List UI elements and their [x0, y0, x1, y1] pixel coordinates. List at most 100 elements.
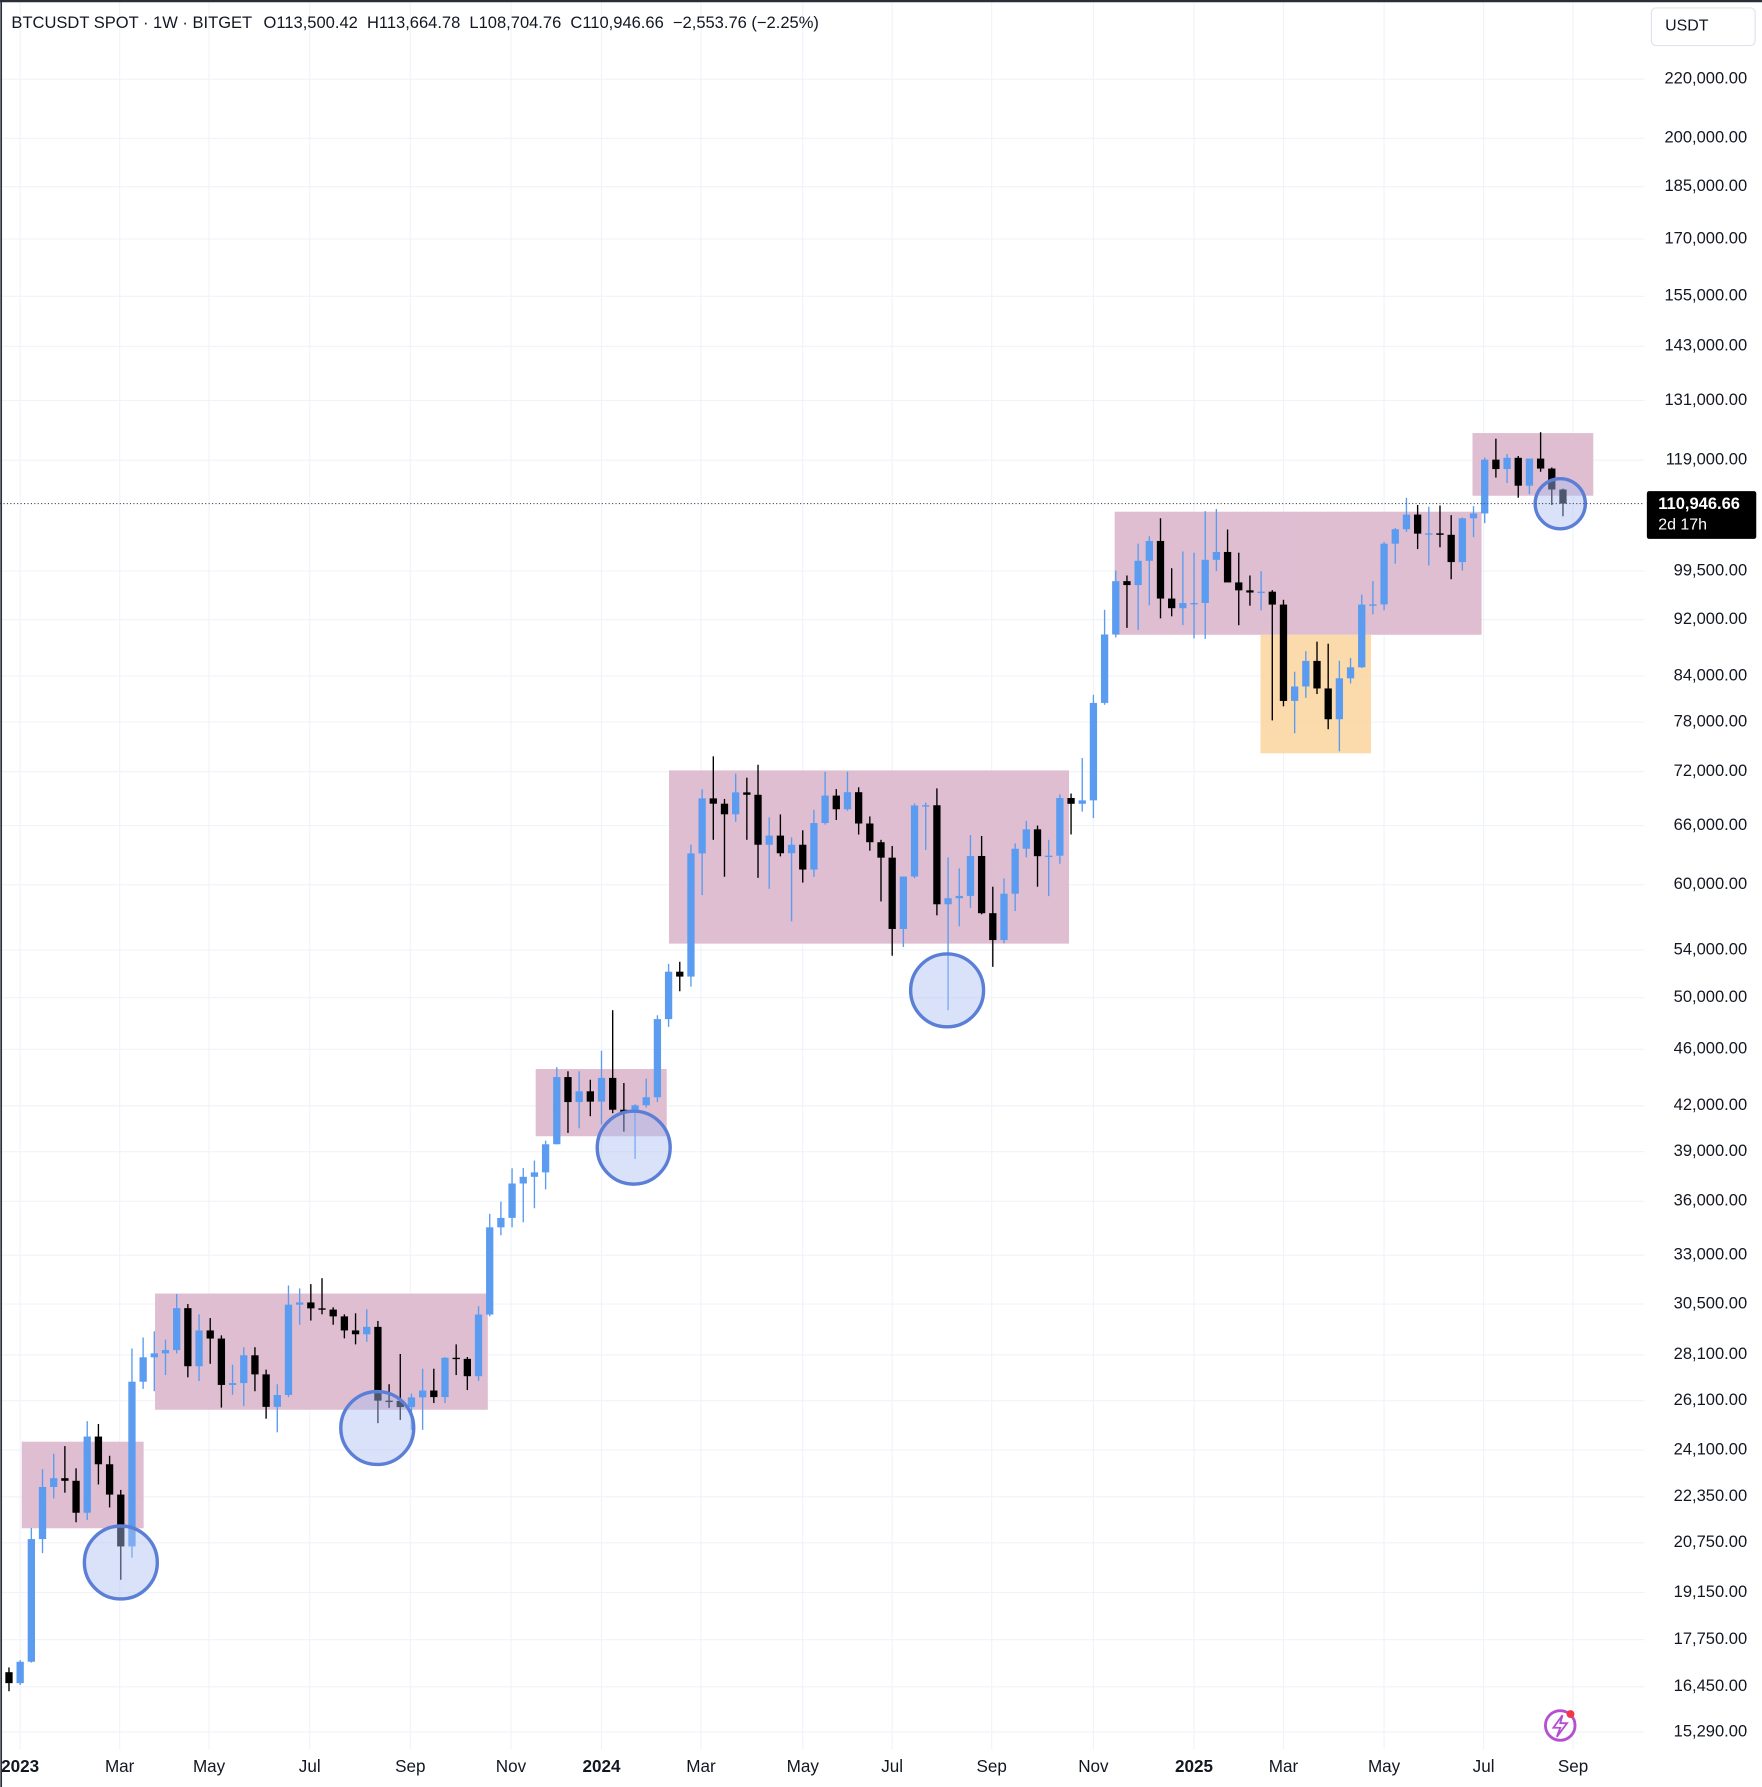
candle-body [743, 792, 751, 795]
candle-body [1011, 848, 1019, 894]
y-tick-label: 66,000.00 [1674, 815, 1747, 834]
y-tick-label: 50,000.00 [1674, 987, 1747, 1006]
candle-body [877, 842, 885, 858]
candle-body [139, 1357, 147, 1382]
candle-body [1425, 533, 1433, 535]
candle-body [653, 1019, 662, 1098]
candle-body [1324, 688, 1332, 720]
x-tick-label: Nov [496, 1757, 527, 1776]
candle-body [1335, 678, 1344, 720]
icon-ring[interactable] [1544, 1709, 1577, 1742]
candle-body [1525, 458, 1534, 486]
candle-body [318, 1308, 326, 1310]
candle-body [50, 1478, 58, 1487]
candle-body [854, 792, 863, 824]
highlight-circle [82, 1524, 160, 1601]
x-tick-label: Sep [1558, 1757, 1588, 1776]
candle-body [61, 1478, 69, 1481]
candle-body [284, 1304, 293, 1395]
candle-body [1201, 559, 1209, 603]
y-tick-label: 131,000.00 [1664, 390, 1747, 409]
candle-body [128, 1381, 136, 1547]
x-tick-label: May [1368, 1757, 1401, 1776]
candle-body [363, 1326, 371, 1335]
candle-body [1503, 457, 1511, 470]
currency-box[interactable] [1650, 7, 1756, 47]
candle-body [1056, 798, 1064, 856]
candle-body [262, 1374, 270, 1407]
candle-body [821, 795, 829, 824]
candle-body [1112, 581, 1120, 635]
candle-body [94, 1436, 103, 1465]
candle-body [642, 1097, 650, 1106]
candle-body [418, 1390, 427, 1398]
y-tick-label: 16,450.00 [1674, 1676, 1747, 1695]
candle-body [1447, 534, 1455, 563]
candle-body [1078, 800, 1086, 804]
candle-body [832, 795, 840, 810]
y-tick-label: 33,000.00 [1674, 1245, 1747, 1264]
candle-body [1380, 543, 1388, 605]
icon-bolt[interactable] [1551, 1714, 1569, 1738]
candle-body [1145, 540, 1153, 561]
candle-body [1391, 529, 1399, 544]
range-box [669, 770, 1070, 944]
candle-body [1235, 582, 1243, 591]
y-tick-label: 20,750.00 [1674, 1532, 1747, 1551]
last-price-box [1646, 491, 1757, 539]
candle-body [989, 913, 997, 941]
y-tick-label: 99,500.00 [1674, 560, 1747, 579]
candle-body [251, 1355, 259, 1375]
y-tick-label: 200,000.00 [1664, 128, 1747, 147]
candle-body [843, 792, 852, 810]
candle-body [754, 794, 762, 845]
x-tick-label: Jul [299, 1757, 321, 1776]
lightning-icon[interactable] [1544, 1709, 1577, 1742]
y-tick-label: 84,000.00 [1674, 665, 1747, 684]
candle-body [497, 1217, 505, 1228]
y-tick-label: 143,000.00 [1664, 336, 1747, 355]
candle-body [72, 1480, 80, 1513]
ohlc-low: L108,704.76 [469, 13, 561, 32]
highlight-circle [595, 1109, 672, 1186]
candle-body [1134, 560, 1142, 586]
candle-body [1492, 459, 1500, 470]
y-tick-label: 19,150.00 [1674, 1582, 1747, 1601]
candle-body [553, 1077, 561, 1145]
x-tick-label: Mar [686, 1757, 716, 1776]
currency[interactable]: USDT [1665, 17, 1709, 34]
candle-body [1022, 829, 1030, 849]
candle-body [575, 1091, 583, 1103]
candle-body [396, 1400, 404, 1408]
x-tick-label: Nov [1078, 1757, 1109, 1776]
y-tick-label: 46,000.00 [1674, 1039, 1747, 1058]
candle-body [1000, 893, 1008, 941]
highlight-circle [908, 952, 986, 1029]
candle-body [217, 1338, 226, 1385]
candle-body [463, 1358, 471, 1377]
candle-body [787, 844, 796, 854]
candle-body [977, 855, 986, 914]
axes: 15,290.00 16,450.00 17,750.00 19,150.00 20,7… [0, 69, 1757, 1776]
candle-body [105, 1464, 114, 1495]
y-tick-label: 92,000.00 [1674, 609, 1747, 628]
ohlc-open: O113,500.42 [264, 13, 358, 32]
candle-body [631, 1105, 639, 1113]
y-tick-label: 26,100.00 [1674, 1390, 1747, 1409]
candle-body [966, 855, 975, 896]
candle-body [519, 1176, 527, 1184]
candle-body [351, 1330, 360, 1335]
candle-body [374, 1326, 382, 1401]
range-box [1260, 634, 1372, 754]
candle-body [296, 1302, 304, 1305]
y-tick-label: 15,290.00 [1674, 1721, 1747, 1740]
x-tick-label: May [787, 1757, 820, 1776]
candle-body [1302, 660, 1310, 687]
candle-body [1413, 514, 1422, 534]
candle-body [676, 971, 684, 977]
icon-dot[interactable] [1566, 1710, 1575, 1719]
candle-body [609, 1077, 617, 1110]
candle-body [1100, 634, 1109, 703]
